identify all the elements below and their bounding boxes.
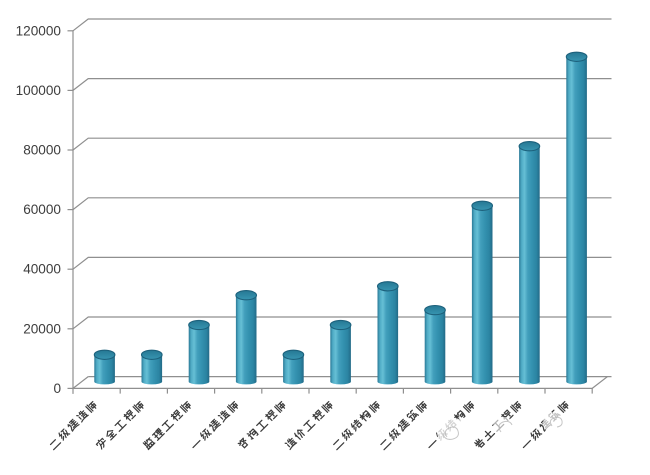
- svg-text:0: 0: [53, 381, 61, 396]
- svg-text:60000: 60000: [23, 202, 61, 217]
- svg-text:120000: 120000: [16, 23, 62, 38]
- svg-text:80000: 80000: [23, 143, 61, 158]
- svg-text:100000: 100000: [16, 83, 62, 98]
- svg-text:40000: 40000: [23, 262, 61, 277]
- svg-text:20000: 20000: [23, 321, 61, 336]
